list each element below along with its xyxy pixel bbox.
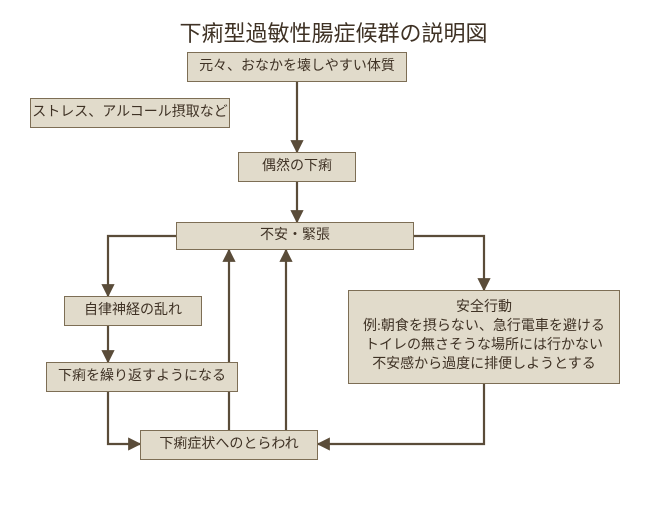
node-n5: 自律神経の乱れ (64, 296, 202, 326)
node-n8: 安全行動 例:朝食を摂らない、急行電車を避ける トイレの無さそうな場所には行かな… (348, 290, 620, 384)
node-n6: 下痢を繰り返すようになる (46, 362, 238, 392)
node-n2: ストレス、アルコール摂取など (30, 98, 230, 128)
diagram-title: 下痢型過敏性腸症候群の説明図 (0, 16, 667, 48)
node-n1: 元々、おなかを壊しやすい体質 (187, 52, 407, 82)
edge-7 (318, 384, 484, 444)
edge-4 (108, 392, 140, 444)
edge-2 (108, 236, 176, 296)
diagram-stage: { "type": "flowchart", "canvas": { "widt… (0, 0, 667, 514)
edge-6 (414, 236, 484, 290)
node-n4: 不安・緊張 (176, 222, 414, 250)
node-n3: 偶然の下痢 (238, 152, 356, 182)
node-n7: 下痢症状へのとらわれ (140, 430, 318, 460)
